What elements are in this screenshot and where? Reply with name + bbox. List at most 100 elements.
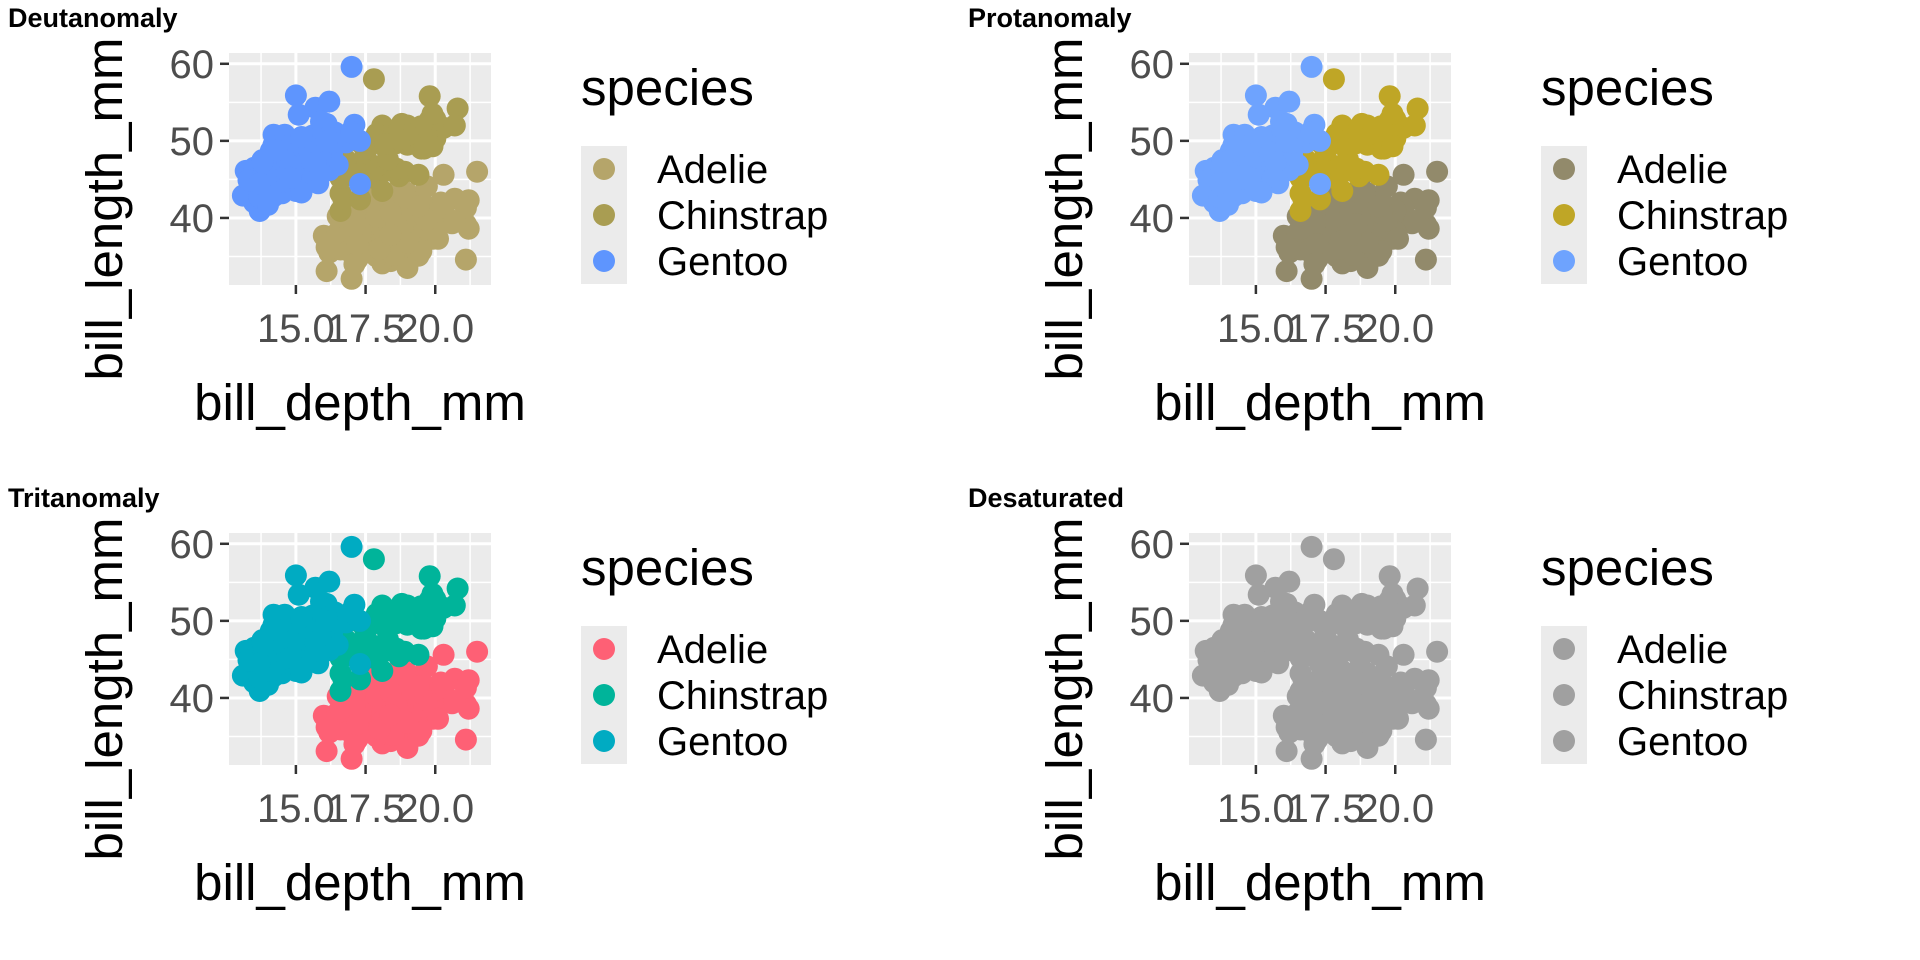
x-tick-label: 20.0 xyxy=(1356,787,1434,831)
data-point xyxy=(407,643,430,666)
data-point xyxy=(1278,717,1301,740)
x-tick-label: 15.0 xyxy=(257,307,335,351)
data-point xyxy=(284,84,307,107)
y-tick-label: 50 xyxy=(1130,600,1175,644)
data-point xyxy=(1356,231,1379,254)
data-point xyxy=(1275,610,1298,633)
legend-swatch xyxy=(1553,204,1575,226)
data-point xyxy=(379,223,402,246)
data-point xyxy=(443,114,466,137)
x-tick-label: 15.0 xyxy=(1217,787,1295,831)
series-adelie xyxy=(1272,640,1449,770)
x-tick-label: 17.5 xyxy=(327,307,405,351)
data-point xyxy=(1275,130,1298,153)
data-point xyxy=(343,214,366,237)
series-gentoo xyxy=(1191,55,1331,222)
data-point xyxy=(371,180,394,202)
data-point xyxy=(290,606,313,628)
legend-label: Chinstrap xyxy=(1617,194,1788,238)
data-point xyxy=(1300,747,1323,770)
data-point xyxy=(1239,166,1262,189)
chart-panel-3: 15.0 17.5 20.0 40 50 60 bill_depth_mm bill_leng… xyxy=(0,480,960,960)
chart-panel-2: 15.0 17.5 20.0 40 50 60 bill_depth_mm bill_leng… xyxy=(960,0,1920,480)
data-point xyxy=(1406,577,1429,600)
data-point xyxy=(304,631,327,654)
data-point xyxy=(1239,646,1262,669)
data-point xyxy=(396,711,419,734)
data-point xyxy=(418,565,441,588)
data-point xyxy=(248,652,271,675)
data-point xyxy=(279,166,302,189)
legend-label: Gentoo xyxy=(1617,720,1748,764)
data-point xyxy=(287,583,310,606)
legend-swatch xyxy=(593,638,615,660)
data-point xyxy=(1303,214,1326,237)
legend-swatch xyxy=(593,684,615,706)
data-point xyxy=(315,610,338,633)
data-point xyxy=(1286,153,1309,176)
data-point xyxy=(454,248,477,271)
legend-title: species xyxy=(581,539,754,596)
data-point xyxy=(349,173,371,195)
x-axis-label: bill_depth_mm xyxy=(194,374,526,431)
legend-swatch xyxy=(1553,158,1575,180)
data-point xyxy=(1300,55,1323,78)
legend-swatch xyxy=(1553,638,1575,660)
chart-svg: 15.017.520.0 40 50 60 bill_depth_mm bill_leng… xyxy=(968,3,1788,431)
x-tick-label: 17.5 xyxy=(1287,307,1365,351)
data-point xyxy=(304,151,327,174)
panel-title: Deutanomaly xyxy=(8,3,178,33)
y-tick-label: 50 xyxy=(1130,120,1175,164)
chart-panel-4: 15.0 17.5 20.0 40 50 60 bill_depth_mm bill_leng… xyxy=(960,480,1920,960)
data-point xyxy=(346,233,369,256)
data-point xyxy=(1331,660,1354,682)
data-point xyxy=(287,103,310,126)
data-point xyxy=(1387,707,1409,730)
data-point xyxy=(1348,608,1370,631)
chart-svg: 15.017.520.0 40 50 60 bill_depth_mm bill_leng… xyxy=(8,3,828,431)
x-tick-label: 20.0 xyxy=(396,307,474,351)
y-tick-label: 40 xyxy=(1130,197,1175,241)
data-point xyxy=(1247,583,1270,606)
data-point xyxy=(1244,84,1267,107)
data-point xyxy=(1286,633,1309,656)
data-point xyxy=(1392,643,1415,666)
data-point xyxy=(340,747,363,770)
x-tick-label: 20.0 xyxy=(396,787,474,831)
y-tick-label: 60 xyxy=(1130,523,1175,567)
y-tick-label: 50 xyxy=(170,120,215,164)
data-point xyxy=(1406,97,1429,120)
data-point xyxy=(388,128,410,151)
series-gentoo xyxy=(231,55,371,222)
data-point xyxy=(315,130,338,153)
legend-label: Chinstrap xyxy=(657,194,828,238)
data-point xyxy=(343,694,366,717)
data-point xyxy=(349,653,371,675)
data-point xyxy=(332,187,355,210)
data-point xyxy=(407,675,430,698)
legend-swatch xyxy=(1553,250,1575,272)
data-point xyxy=(1250,126,1273,148)
data-point xyxy=(407,163,430,186)
x-tick-label: 17.5 xyxy=(327,787,405,831)
data-point xyxy=(1348,128,1370,151)
data-point xyxy=(421,135,444,158)
data-point xyxy=(340,601,363,624)
data-point xyxy=(1426,160,1449,183)
data-point xyxy=(1300,535,1323,558)
series-adelie xyxy=(312,160,489,290)
data-point xyxy=(248,172,271,195)
legend-label: Adelie xyxy=(1617,628,1728,672)
chart-panel-1: 15.0 17.5 20.0 40 50 60 bill_depth_mm bill_leng… xyxy=(0,0,960,480)
data-point xyxy=(443,210,466,232)
data-point xyxy=(466,640,489,663)
data-point xyxy=(1300,601,1323,624)
data-point xyxy=(1392,163,1415,186)
data-point xyxy=(418,85,441,108)
y-axis-label: bill_length_mm xyxy=(1036,517,1093,860)
data-point xyxy=(1309,653,1331,675)
